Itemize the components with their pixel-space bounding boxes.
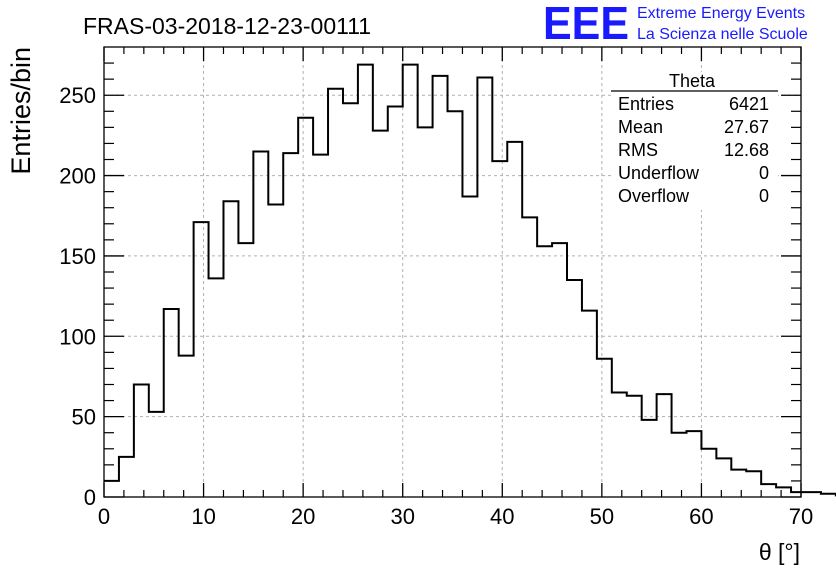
stats-value-rms: 12.68 — [724, 140, 769, 160]
eee-logo: EEE Extreme Energy Events La Scienza nel… — [543, 0, 808, 49]
y-tick-label: 100 — [59, 324, 96, 349]
stats-label-mean: Mean — [618, 117, 663, 137]
stats-box: Theta Entries 6421 Mean 27.67 RMS 12.68 … — [611, 71, 778, 210]
stats-label-rms: RMS — [618, 140, 658, 160]
stats-value-underflow: 0 — [759, 163, 769, 183]
x-tick-label: 50 — [590, 504, 614, 529]
y-tick-labels: 0 50 100 150 200 250 — [59, 83, 96, 510]
stats-value-mean: 27.67 — [724, 117, 769, 137]
y-tick-label: 200 — [59, 164, 96, 189]
x-axis-label: θ [°] — [759, 539, 800, 565]
x-tick-labels: 0 10 20 30 40 50 60 70 — [98, 504, 813, 529]
x-tick-label: 70 — [789, 504, 813, 529]
stats-value-overflow: 0 — [759, 186, 769, 206]
chart-title: FRAS-03-2018-12-23-00111 — [83, 13, 371, 39]
stats-label-entries: Entries — [618, 94, 674, 114]
x-tick-label: 30 — [390, 504, 414, 529]
stats-box-background — [611, 72, 778, 210]
x-tick-label: 10 — [191, 504, 215, 529]
x-tick-label: 40 — [490, 504, 514, 529]
y-tick-label: 0 — [84, 485, 96, 510]
x-tick-label: 0 — [98, 504, 110, 529]
logo-line-1: Extreme Energy Events — [637, 5, 805, 22]
stats-label-overflow: Overflow — [618, 186, 690, 206]
y-axis-label: Entries/bin — [6, 47, 36, 175]
axis-ticks — [103, 47, 802, 498]
y-tick-label: 150 — [59, 244, 96, 269]
y-tick-label: 250 — [59, 83, 96, 108]
stats-box-title: Theta — [669, 71, 716, 91]
stats-label-underflow: Underflow — [618, 163, 700, 183]
x-tick-label: 60 — [689, 504, 713, 529]
eee-logo-mark: EEE — [543, 0, 629, 49]
y-tick-label: 50 — [72, 405, 96, 430]
grid-lines — [104, 47, 801, 497]
histogram-series — [104, 63, 836, 497]
logo-line-2: La Scienza nelle Scuole — [637, 26, 808, 43]
x-tick-label: 20 — [291, 504, 315, 529]
stats-value-entries: 6421 — [729, 94, 769, 114]
